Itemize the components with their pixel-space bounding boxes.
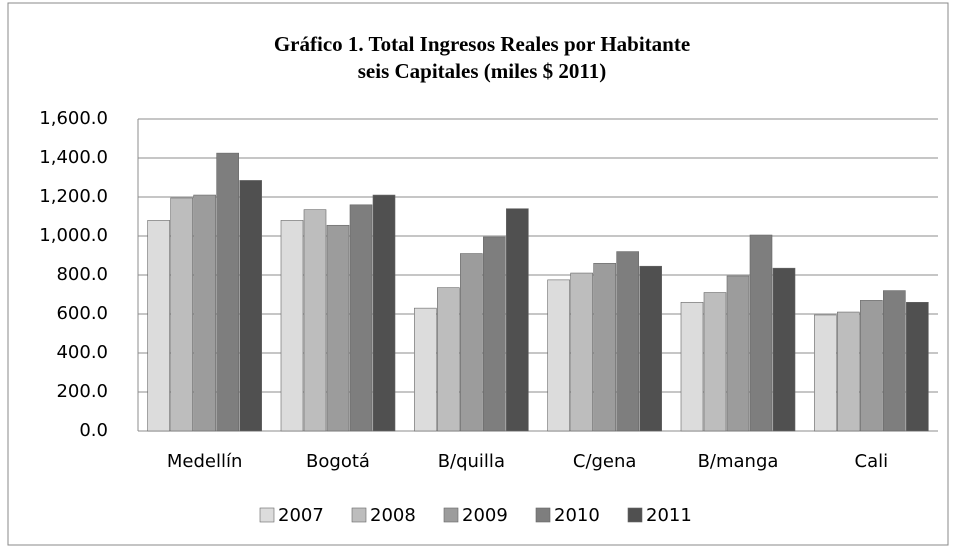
legend-label: 2008: [370, 505, 416, 526]
bar: [616, 251, 639, 432]
bar: [703, 292, 727, 432]
bar: [726, 275, 750, 432]
y-tick-label: 200.0: [56, 381, 108, 402]
bar: [326, 224, 350, 432]
bar: [280, 220, 304, 432]
legend-label: 2007: [278, 505, 324, 526]
bar: [147, 220, 170, 432]
x-tick-label: Bogotá: [306, 451, 370, 472]
bar: [303, 209, 327, 432]
y-tick-label: 600.0: [56, 303, 108, 324]
bar: [639, 265, 662, 432]
bar: [547, 279, 570, 432]
bar: [506, 208, 529, 432]
y-tick-label: 0.0: [79, 420, 108, 441]
legend-label: 2010: [554, 505, 600, 526]
x-tick-label: Cali: [855, 451, 889, 472]
bar: [680, 301, 704, 432]
bar: [460, 253, 483, 432]
y-tick-label: 1,000.0: [39, 225, 108, 246]
legend-swatch: [351, 507, 367, 523]
bar: [170, 197, 193, 432]
bar: [593, 262, 616, 432]
chart-subtitle: seis Capitales (miles $ 2011): [358, 59, 606, 83]
x-tick-label: B/manga: [698, 451, 779, 472]
bar: [814, 314, 837, 432]
bar: [860, 300, 883, 432]
legend-swatch: [259, 507, 275, 523]
bar: [570, 272, 593, 432]
y-tick-label: 1,600.0: [39, 108, 108, 129]
legend-label: 2011: [646, 505, 692, 526]
bar: [349, 204, 373, 432]
y-tick-label: 800.0: [56, 264, 108, 285]
bar: [483, 236, 506, 432]
x-tick-label: B/quilla: [438, 451, 505, 472]
bar: [372, 194, 396, 432]
legend-label: 2009: [462, 505, 508, 526]
bar: [906, 301, 929, 432]
bar: [837, 311, 860, 432]
bar: [749, 234, 773, 432]
y-tick-label: 1,400.0: [39, 147, 108, 168]
y-tick-label: 1,200.0: [39, 186, 108, 207]
chart-title: Gráfico 1. Total Ingresos Reales por Hab…: [274, 32, 690, 56]
bar: [216, 152, 239, 432]
y-tick-label: 400.0: [56, 342, 108, 363]
legend-swatch: [627, 507, 643, 523]
bar: [437, 287, 460, 432]
x-tick-label: Medellín: [167, 451, 243, 472]
bar: [239, 180, 262, 432]
bar: [414, 307, 437, 432]
x-tick-label: C/gena: [573, 451, 637, 472]
bar: [883, 290, 906, 432]
bar: [772, 267, 796, 432]
legend-swatch: [535, 507, 551, 523]
bar: [193, 194, 216, 432]
legend-swatch: [443, 507, 459, 523]
